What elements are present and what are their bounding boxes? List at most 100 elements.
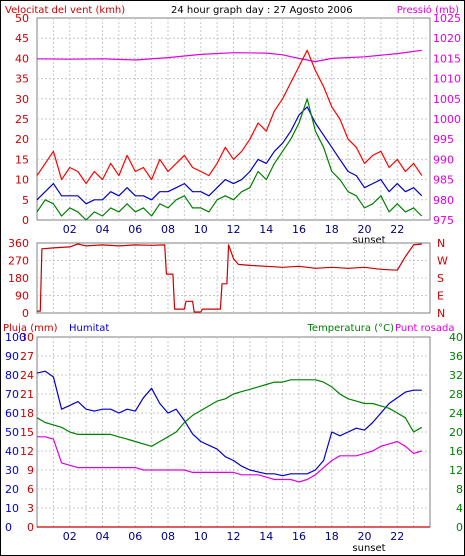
wind-gust-line [36,49,423,185]
direction-series [37,243,422,313]
pressure-tick: 1010 [433,73,461,86]
temperature-tick: 16 [449,445,463,458]
pressure-line [36,49,422,63]
humidity-tick: 10 [5,502,19,515]
wind-series [36,49,423,221]
temperature-tick: 28 [449,388,463,401]
dewpoint-line [37,436,422,483]
direction-degree-tick: 180 [8,272,29,285]
rain-tick: 27 [20,350,34,363]
wind-speed-tick: 45 [15,32,29,45]
rain-tick: 9 [27,464,34,477]
pressure-tick: 985 [433,174,454,187]
direction-compass-tick: W [437,255,448,268]
humidity-line [36,370,422,477]
hour-tick-label: 14 [259,223,273,236]
temperature-tick: 24 [449,407,463,420]
hour-tick-label: 04 [96,223,110,236]
pressure-tick: 990 [433,153,454,166]
pressure-axis-label: Pressió (mb) [397,4,459,16]
wind-speed-tick: 40 [15,52,29,65]
rain-tick: 6 [27,483,34,496]
wind-speed-tick: 20 [15,133,29,146]
rain-humidity-series [36,370,430,528]
hour-tick-label: 12 [227,223,241,236]
hour-tick-label: 08 [161,223,175,236]
rain-tick: 12 [20,445,34,458]
rain-tick: 30 [20,331,34,344]
wind-speed-tick: 25 [15,113,29,126]
wind-speed-axis-label: Velocitat del vent (kmh) [5,5,125,16]
direction-compass-tick: S [437,272,444,285]
direction-degree-tick: 90 [15,290,29,303]
rain-tick: 0 [27,521,34,534]
direction-compass-tick: E [437,290,444,303]
hour-tick-label: 20 [358,223,372,236]
pressure-tick-labels: 975 980 985 990 995 1000 1005 1010 1015 1020 1025 [433,12,461,227]
pressure-tick: 975 [433,214,454,227]
pressure-tick: 995 [433,133,454,146]
humidity-tick: 30 [5,464,19,477]
wind-speed-tick-labels: 0 5 10 15 20 25 30 35 40 45 50 [15,12,29,227]
temperature-tick: 0 [456,521,463,534]
wind-speed-tick: 15 [15,153,29,166]
chart-title: 24 hour graph day : 27 Agosto 2006 [171,5,353,16]
wind-speed-tick: 10 [15,174,29,187]
pressure-tick: 1015 [433,52,461,65]
humidity-tick: 50 [5,426,19,439]
wind-speed-tick: 50 [15,12,29,25]
humidity-tick-labels: 0 10 20 30 40 50 60 70 80 90 100 [5,331,26,534]
hour-tick-label: 16 [292,530,306,543]
humidity-tick: 70 [5,388,19,401]
wind-minimum-line [36,98,423,221]
pressure-tick: 1005 [433,93,461,106]
temperature-tick: 32 [449,369,463,382]
temperature-tick: 40 [449,331,463,344]
temperature-tick: 20 [449,426,463,439]
humidity-tick: 90 [5,350,19,363]
pressure-tick: 1025 [433,12,461,25]
direction-compass-tick: N [437,307,445,320]
hour-tick-label: 06 [128,223,142,236]
hour-tick-label: 18 [325,530,339,543]
direction-degree-tick: 360 [8,237,29,250]
bottom-hour-tick-labels: 02 04 06 08 10 12 14 16 18 20 22 [63,530,405,543]
hour-tick-label: 10 [194,530,208,543]
rain-tick: 18 [20,407,34,420]
hour-tick-label: 12 [227,530,241,543]
hour-tick-label: 16 [292,223,306,236]
humidity-tick: 100 [5,331,26,344]
wind-hour-tick-labels: 02 04 06 08 10 12 14 16 18 20 22 [63,223,405,236]
hour-tick-label: 10 [194,223,208,236]
hour-tick-label: 22 [390,530,404,543]
temperature-tick: 36 [449,350,463,363]
hour-tick-label: 06 [128,530,142,543]
direction-compass-tick: N [437,237,445,250]
hour-tick-label: 08 [161,530,175,543]
rain-tick: 3 [27,502,34,515]
temperature-tick-labels: 0 4 8 12 16 20 24 28 32 36 40 [449,331,463,534]
temperature-tick: 12 [449,464,463,477]
rain-tick: 15 [20,426,34,439]
hour-tick-label: 20 [358,530,372,543]
hour-tick-label: 14 [259,530,273,543]
pressure-tick: 1020 [433,32,461,45]
pressure-tick: 1000 [433,113,461,126]
direction-degree-tick-labels: 0 90 180 270 360 [8,237,29,320]
temperature-tick: 4 [456,502,463,515]
sunset-marker-top: sunset [352,235,385,246]
pressure-tick: 980 [433,194,454,207]
humidity-tick: 40 [5,445,19,458]
wind-speed-tick: 30 [15,93,29,106]
temperature-axis-label: Temperatura (°C) [306,323,394,334]
rain-tick: 21 [20,388,34,401]
hour-tick-label: 18 [325,223,339,236]
hour-tick-label: 22 [390,223,404,236]
rain-tick: 24 [20,369,34,382]
rain-axis-label: Pluja (mm) [3,323,58,334]
wind-speed-tick: 5 [22,194,29,207]
humidity-tick: 60 [5,407,19,420]
